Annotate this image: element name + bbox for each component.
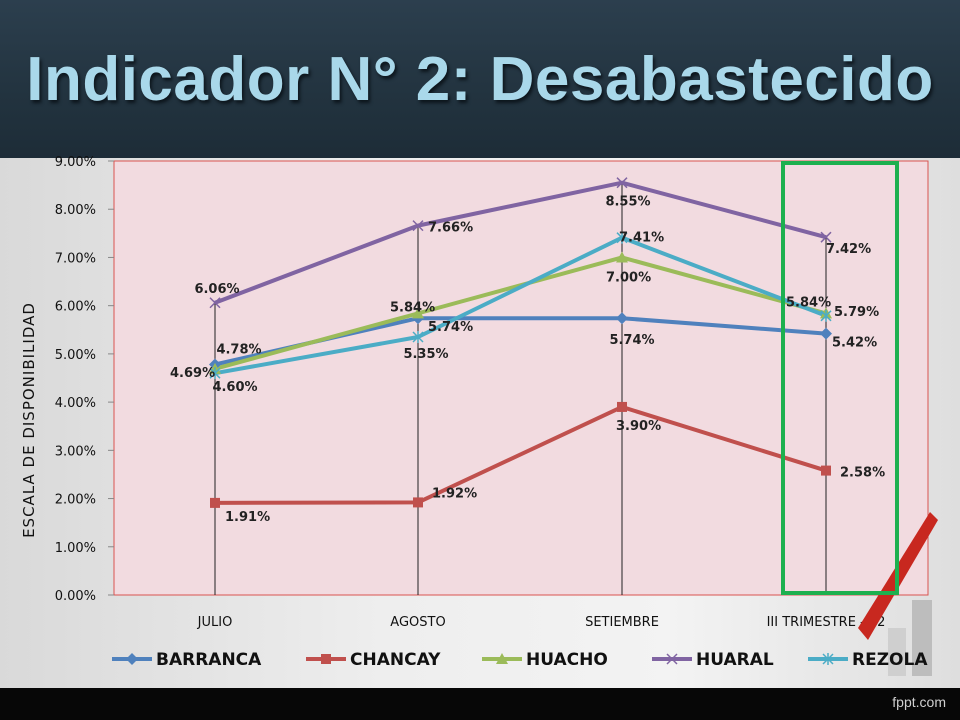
legend: BARRANCA CHANCAY HUACHO HUARAL REZOLA [112,650,928,670]
series-line-rezola [214,235,827,376]
x-category-label: III TRIMESTRE - 12 [767,615,886,630]
y-tick-label: 4.00% [55,396,96,411]
data-point-marker [616,231,628,244]
series-lines [214,180,827,505]
legend-label: REZOLA [852,650,928,670]
y-tick-label: 0.00% [55,589,96,604]
legend-label: CHANCAY [350,650,441,670]
data-point-marker [822,653,834,665]
data-point-marker [616,251,628,263]
y-axis-label: ESCALA DE DISPONIBILIDAD [20,302,38,538]
data-label: 4.60% [212,380,257,395]
data-point-marker [210,497,220,508]
data-point-marker [126,653,138,665]
series-line-chancay [214,404,827,505]
y-tick-label: 7.00% [55,251,96,266]
data-label: 8.55% [605,195,650,210]
y-tick-label: 5.00% [55,348,96,363]
data-label: 7.42% [826,242,871,257]
data-labels: 4.78% 5.74% 5.74% 5.42% 1.91% 1.92% 3.90% 2.58%… [170,195,885,525]
data-label: 2.58% [840,466,885,481]
data-label: 5.35% [403,347,448,362]
data-point-marker [412,331,424,344]
data-point-marker [821,465,831,476]
data-point-marker [666,653,678,665]
plot-area [113,160,929,596]
data-label: 5.79% [834,305,879,320]
data-label: 5.74% [609,333,654,348]
data-label: 5.84% [786,295,831,310]
y-axis-ticks: 0.00% 1.00% 2.00% 3.00% 4.00% 5.00% 6.00% 7.00%… [55,155,114,604]
data-point-marker [412,220,424,232]
data-label: 1.92% [432,486,477,501]
y-tick-label: 6.00% [55,300,96,315]
data-label: 4.78% [216,342,261,357]
drop-lines [214,182,827,595]
data-label: 1.91% [225,510,270,525]
data-label: 5.84% [390,300,435,315]
data-point-marker [413,497,423,508]
legend-label: HUARAL [696,650,774,670]
data-point-marker [616,177,628,189]
x-category-label: SETIEMBRE [585,615,659,630]
data-point-marker [617,401,627,412]
series-markers [209,177,832,508]
legend-label: HUACHO [526,650,608,670]
data-point-marker [616,312,628,325]
data-label: 7.41% [619,231,664,246]
x-axis-categories: JULIO AGOSTO SETIEMBRE III TRIMESTRE - 12 [197,615,886,630]
highlight-box [781,161,899,595]
x-category-label: JULIO [197,615,233,630]
data-point-marker [496,653,508,664]
data-point-marker [412,307,424,319]
data-label: 4.69% [170,366,215,381]
data-point-marker [209,297,221,309]
data-point-marker [209,367,221,380]
data-point-marker [820,327,832,340]
data-point-marker [321,654,331,664]
data-label: 5.74% [428,320,473,335]
data-label: 7.66% [428,221,473,236]
y-tick-label: 2.00% [55,493,96,508]
x-category-label: AGOSTO [390,615,445,630]
slide-title: Indicador N° 2: Desabastecido [26,45,934,114]
legend-label: BARRANCA [156,650,262,670]
y-tick-label: 3.00% [55,444,96,459]
y-tick-label: 1.00% [55,541,96,556]
data-label: 7.00% [606,270,651,285]
data-label: 6.06% [194,282,239,297]
title-bar [0,0,960,160]
series-line-huaral [214,180,827,305]
data-label: 3.90% [616,419,661,434]
data-label: 5.42% [832,336,877,351]
data-point-marker [820,231,832,243]
footer-bar [0,688,960,720]
watermark: fppt.com [892,694,946,710]
data-point-marker [820,309,832,322]
y-tick-label: 9.00% [55,155,96,170]
y-tick-label: 8.00% [55,203,96,218]
